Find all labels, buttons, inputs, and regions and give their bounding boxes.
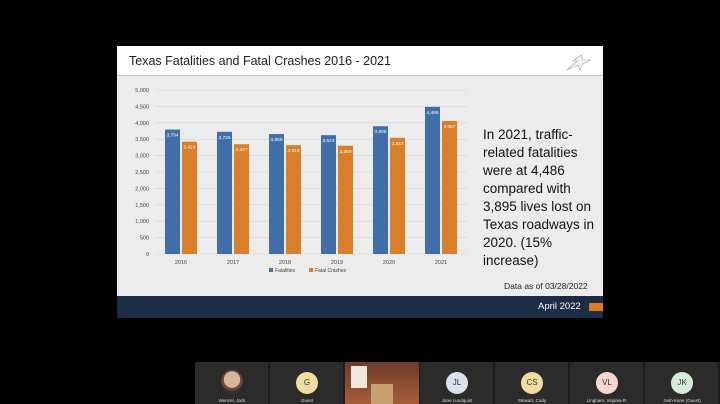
participant-avatar: G (296, 372, 318, 394)
slide-title: Texas Fatalities and Fatal Crashes 2016 … (129, 54, 391, 68)
y-tick-label: 500 (140, 236, 149, 242)
legend-label: Fatal Crashes (315, 268, 347, 274)
bar-fatalities (217, 131, 232, 254)
footer-date: April 2022 (538, 301, 581, 312)
bar-fatalities (269, 134, 284, 254)
participant-tile[interactable] (345, 362, 419, 404)
data-as-of-note: Data as of 03/28/2022 (504, 281, 588, 291)
data-label: 3,726 (218, 135, 230, 141)
bar-fatal-crashes (442, 120, 457, 254)
bar-fatal-crashes (390, 137, 405, 254)
room-podium (371, 384, 393, 404)
participant-video (221, 370, 243, 394)
data-label: 3,424 (183, 145, 195, 151)
bar-fatal-crashes (338, 145, 353, 254)
participant-tile[interactable]: CS Stewart, Cody (495, 362, 569, 404)
participant-name: Josh Kane (Guest) (663, 398, 701, 403)
legend-swatch (269, 268, 273, 272)
participant-tile[interactable]: VL Lingham, Virginia R. (570, 362, 644, 404)
data-label: 3,300 (339, 149, 351, 155)
participant-tile[interactable]: JK Josh Kane (Guest) (645, 362, 719, 404)
participant-avatar: JK (671, 372, 693, 394)
data-label: 3,347 (235, 147, 247, 153)
participant-tile[interactable]: Wenzel, Jack (195, 362, 269, 404)
x-tick-label: 2016 (175, 260, 187, 266)
data-label: 3,895 (374, 129, 386, 135)
y-tick-label: 3,000 (135, 154, 149, 160)
presentation-slide: Texas Fatalities and Fatal Crashes 2016 … (117, 46, 603, 318)
participant-tile[interactable]: JL Jane Lundquist (420, 362, 494, 404)
data-label: 3,623 (322, 138, 334, 144)
bar-fatalities (165, 129, 180, 254)
data-label: 4,486 (426, 110, 438, 116)
legend-swatch (309, 268, 313, 272)
y-tick-label: 2,000 (135, 186, 149, 192)
callout-text: In 2021, traffic-related fatalities were… (483, 127, 595, 268)
y-tick-label: 1,000 (135, 219, 149, 225)
room-banner (351, 366, 367, 388)
participant-avatar: CS (521, 372, 543, 394)
participant-gallery: Wenzel, Jack G Guest JL Jane Lundquist CS Stew… (195, 362, 720, 404)
participant-name: Stewart, Cody (517, 398, 547, 403)
x-tick-label: 2018 (279, 260, 291, 266)
room-video (345, 362, 419, 404)
legend-label: Fatalities (275, 268, 296, 274)
participant-tile[interactable]: G Guest (270, 362, 344, 404)
y-tick-label: 5,000 (135, 88, 149, 94)
y-tick-label: 1,500 (135, 203, 149, 209)
bar-fatalities (373, 126, 388, 254)
bar-fatalities (321, 135, 336, 254)
y-tick-label: 3,500 (135, 137, 149, 143)
data-label: 3,542 (391, 141, 403, 147)
data-label: 3,794 (166, 133, 178, 139)
fatalities-bar-chart: 0 500 1,000 1,500 2,000 2,500 3,000 3,500 4,000 4… (117, 81, 482, 286)
txdot-star-logo-icon (566, 54, 592, 71)
x-tick-label: 2021 (435, 260, 447, 266)
participant-name: Guest (300, 398, 313, 403)
participant-name: Jane Lundquist (441, 398, 473, 403)
bar-fatalities (425, 106, 440, 255)
participant-avatar: JL (446, 372, 468, 394)
participant-name: Lingham, Virginia R. (586, 398, 628, 403)
bar-fatal-crashes (234, 144, 249, 254)
y-tick-label: 2,500 (135, 170, 149, 176)
data-label: 3,656 (270, 137, 282, 143)
slide-footer: April 2022 (117, 296, 603, 318)
bar-fatal-crashes (182, 141, 197, 254)
data-label: 3,318 (287, 148, 299, 154)
x-tick-label: 2020 (383, 260, 395, 266)
y-tick-label: 4,500 (135, 104, 149, 110)
slide-header: Texas Fatalities and Fatal Crashes 2016 … (117, 46, 603, 76)
participant-avatar: VL (596, 372, 618, 394)
bar-fatal-crashes (286, 145, 301, 254)
footer-accent-bar (589, 303, 603, 311)
x-tick-label: 2019 (331, 260, 343, 266)
data-label: 4,057 (443, 124, 455, 130)
y-tick-label: 4,000 (135, 121, 149, 127)
participant-name: Wenzel, Jack (218, 398, 246, 403)
y-tick-label: 0 (146, 252, 149, 258)
x-tick-label: 2017 (227, 260, 239, 266)
